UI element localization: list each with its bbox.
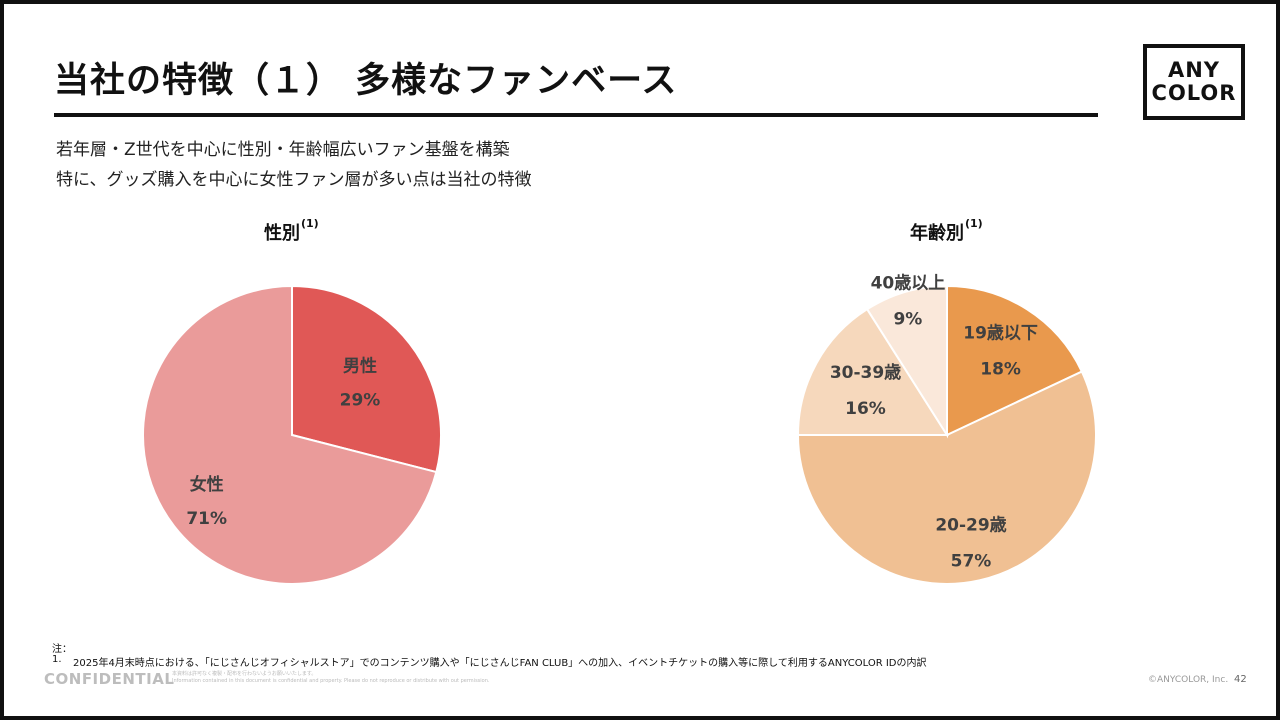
gender-category-label-1: 男性	[343, 355, 377, 376]
gender-pie-chart: 男性 29% 女性 71%	[142, 284, 442, 585]
age-category-label-3: 30-39歳	[830, 362, 901, 383]
age-slice-4	[865, 284, 948, 439]
age-category-label-2: 20-29歳	[935, 514, 1006, 535]
anycolor-logo: ANY COLOR	[1143, 44, 1245, 120]
age-pie-chart: 19歳以下 18% 20-29歳 57% 30-39歳 16% 40歳以上 9%	[796, 273, 1097, 585]
gender-chart-footnote-ref: (1)	[301, 217, 319, 230]
copyright: ©ANYCOLOR, Inc.	[1148, 675, 1229, 685]
note-1-text: 2025年4月末時点における、「にじさんじオフィシャルストア」でのコンテンツ購入…	[73, 658, 927, 669]
gender-category-label-2: 女性	[190, 474, 224, 495]
age-value-label-4: 9%	[893, 310, 922, 330]
age-slice-2	[796, 370, 1097, 585]
gender-chart-title-text: 性別	[264, 223, 300, 244]
gender-value-label-2: 71%	[186, 509, 227, 529]
confidential-fine-print-en: Information contained in this document i…	[172, 678, 490, 684]
age-value-label-1: 18%	[980, 360, 1021, 380]
age-chart-title-text: 年齢別	[910, 223, 964, 244]
slide-title: 当社の特徴（１） 多様なファンベース	[54, 61, 678, 101]
age-category-label-1: 19歳以下	[963, 323, 1038, 344]
note-heading: 注：	[52, 644, 72, 655]
age-slice-3	[796, 307, 949, 436]
age-chart-title: 年齢別(1)	[910, 217, 983, 245]
age-chart-footnote-ref: (1)	[965, 217, 983, 230]
subtitle-line-2: 特に、グッズ購入を中心に女性ファン層が多い点は当社の特徴	[56, 170, 532, 190]
confidential-label: CONFIDENTIAL	[44, 670, 175, 688]
age-slice-1	[946, 284, 1084, 437]
logo-line2: COLOR	[1151, 81, 1237, 105]
gender-value-label-1: 29%	[340, 390, 381, 410]
age-value-label-3: 16%	[845, 399, 886, 419]
gender-slice-2	[142, 284, 438, 585]
gender-chart-title: 性別(1)	[264, 217, 319, 245]
page-number: 42	[1234, 674, 1247, 685]
note-1-number: 1.	[52, 654, 62, 665]
age-category-label-4: 40歳以上	[871, 273, 946, 294]
gender-slice-1	[291, 284, 442, 474]
age-value-label-2: 57%	[951, 551, 992, 571]
logo-line1: ANY	[1167, 58, 1221, 82]
subtitle-line-1: 若年層・Z世代を中心に性別・年齢幅広いファン基盤を構築	[56, 140, 510, 160]
confidential-fine-print-ja: 本資料は許可なく複製・配布を行わないようお願いいたします。	[172, 671, 317, 677]
title-underline	[54, 113, 1098, 117]
